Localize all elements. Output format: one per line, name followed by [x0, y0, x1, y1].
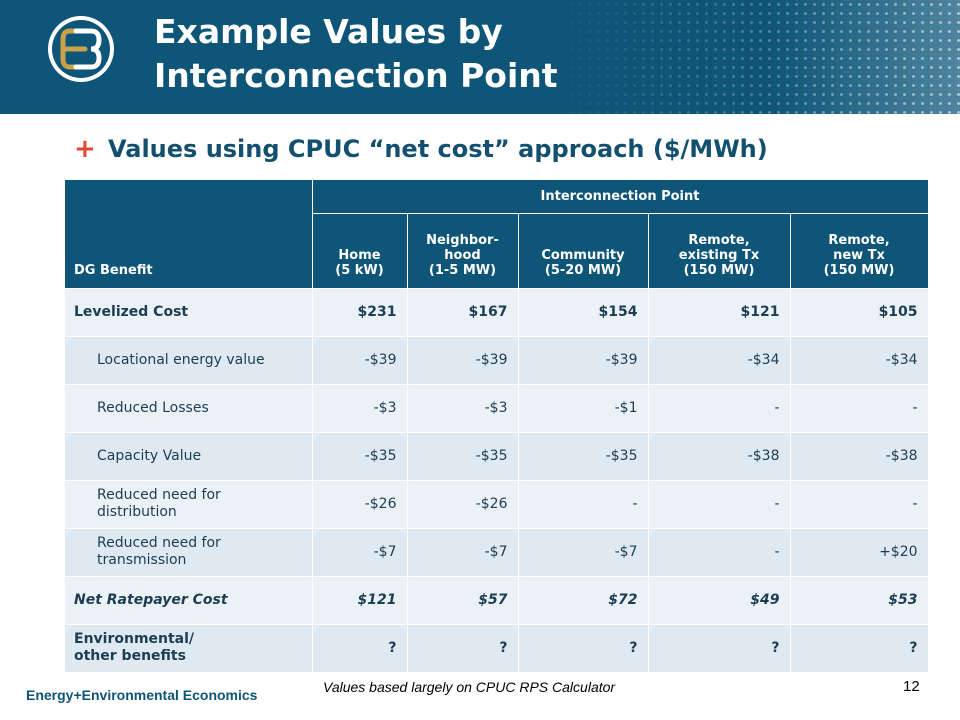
column-header-home: Home (5 kW) — [312, 213, 408, 289]
row-label-line: Reduced need for — [97, 487, 221, 503]
table-cell: $53 — [790, 576, 929, 625]
column-header-line: (1-5 MW) — [428, 262, 497, 278]
table-cell: $121 — [648, 288, 791, 337]
column-header-line: Neighbor- — [426, 232, 499, 248]
table-row-locational-energy-value: Locational energy value -$39 -$39 -$39 -… — [65, 336, 929, 385]
row-label: Environmental/ other benefits — [65, 624, 313, 673]
row-label-line: Environmental/ — [74, 631, 195, 647]
column-header-community: Community (5-20 MW) — [518, 213, 649, 289]
column-header-line: Community — [541, 247, 625, 263]
table-cell: -$39 — [518, 336, 649, 385]
row-label: Capacity Value — [65, 432, 313, 481]
plus-icon: + — [74, 134, 96, 164]
table-cell: $105 — [790, 288, 929, 337]
page-number: 12 — [903, 678, 920, 695]
table-cell: ? — [312, 624, 408, 673]
footer-brand: Energy+Environmental Economics — [26, 687, 258, 703]
table-cell: $57 — [407, 576, 519, 625]
table-cell: -$26 — [312, 480, 408, 529]
title-line-1: Example Values by — [154, 12, 503, 51]
table-row-reduced-losses: Reduced Losses -$3 -$3 -$1 - - — [65, 384, 929, 433]
page-title: Example Values by Interconnection Point — [154, 10, 558, 98]
table-cell: $121 — [312, 576, 408, 625]
table-cell: ? — [407, 624, 519, 673]
table-cell: -$1 — [518, 384, 649, 433]
values-table: DG Benefit Interconnection Point Home (5… — [65, 180, 929, 673]
table-cell: -$39 — [312, 336, 408, 385]
column-header-line: Remote, — [688, 232, 750, 248]
row-label: Reduced need for transmission — [65, 528, 313, 577]
table-row-net-ratepayer-cost: Net Ratepayer Cost $121 $57 $72 $49 $53 — [65, 576, 929, 625]
footer-note: Values based largely on CPUC RPS Calcula… — [323, 679, 616, 695]
table-cell: $72 — [518, 576, 649, 625]
table-cell: -$35 — [518, 432, 649, 481]
column-header-line: Remote, — [828, 232, 890, 248]
table-cell: -$3 — [407, 384, 519, 433]
column-header-line: new Tx — [833, 247, 885, 263]
table-cell: - — [648, 528, 791, 577]
column-header-neighborhood: Neighbor- hood (1-5 MW) — [407, 213, 519, 289]
header-dot-pattern — [540, 0, 960, 114]
e3-logo-icon — [48, 16, 114, 82]
table-row-levelized-cost: Levelized Cost $231 $167 $154 $121 $105 — [65, 288, 929, 337]
table-cell: - — [518, 480, 649, 529]
table-cell: -$39 — [407, 336, 519, 385]
row-label: Levelized Cost — [65, 288, 313, 337]
table-row-reduced-need-transmission: Reduced need for transmission -$7 -$7 -$… — [65, 528, 929, 577]
table-cell: -$3 — [312, 384, 408, 433]
bullet-text: Values using CPUC “net cost” approach ($… — [108, 135, 768, 163]
column-header-remote-new-tx: Remote, new Tx (150 MW) — [790, 213, 929, 289]
column-header-line: (150 MW) — [823, 262, 895, 278]
table-cell: - — [790, 384, 929, 433]
table-cell: - — [648, 480, 791, 529]
table-cell: -$34 — [790, 336, 929, 385]
column-header-line: (5-20 MW) — [544, 262, 622, 278]
table-subheader-row: Home (5 kW) Neighbor- hood (1-5 MW) Comm… — [65, 213, 929, 289]
table-cell: - — [790, 480, 929, 529]
table-cell: $231 — [312, 288, 408, 337]
table-cell: -$38 — [790, 432, 929, 481]
title-line-2: Interconnection Point — [154, 56, 558, 95]
table-cell: $154 — [518, 288, 649, 337]
slide-header: Example Values by Interconnection Point — [0, 0, 960, 114]
table-cell: ? — [518, 624, 649, 673]
row-label-line: Reduced need for — [97, 535, 221, 551]
column-header-line: existing Tx — [678, 247, 760, 263]
table-cell: -$7 — [312, 528, 408, 577]
table-cell: -$35 — [407, 432, 519, 481]
table-cell: +$20 — [790, 528, 929, 577]
row-label: Locational energy value — [65, 336, 313, 385]
table-cell: -$7 — [518, 528, 649, 577]
table-cell: - — [648, 384, 791, 433]
table-cell: ? — [648, 624, 791, 673]
row-label: Reduced Losses — [65, 384, 313, 433]
row-label-line: transmission — [97, 552, 187, 568]
table-cell: $49 — [648, 576, 791, 625]
bullet-row: + Values using CPUC “net cost” approach … — [74, 132, 768, 166]
column-header-line: (150 MW) — [683, 262, 755, 278]
row-label-line: distribution — [97, 504, 177, 520]
column-header-line: (5 kW) — [335, 262, 384, 278]
dg-benefit-header: DG Benefit — [65, 180, 313, 289]
column-header-line: Home — [338, 247, 381, 263]
table-row-capacity-value: Capacity Value -$35 -$35 -$35 -$38 -$38 — [65, 432, 929, 481]
table-cell: -$7 — [407, 528, 519, 577]
column-header-remote-existing-tx: Remote, existing Tx (150 MW) — [648, 213, 791, 289]
row-label-line: other benefits — [74, 648, 186, 664]
table-cell: -$35 — [312, 432, 408, 481]
table-cell: $167 — [407, 288, 519, 337]
table-cell: ? — [790, 624, 929, 673]
row-label: Net Ratepayer Cost — [65, 576, 313, 625]
table-cell: -$34 — [648, 336, 791, 385]
table-cell: -$38 — [648, 432, 791, 481]
table-row-environmental-benefits: Environmental/ other benefits ? ? ? ? ? — [65, 624, 929, 673]
column-header-line: hood — [444, 247, 481, 263]
row-label: Reduced need for distribution — [65, 480, 313, 529]
table-row-reduced-need-distribution: Reduced need for distribution -$26 -$26 … — [65, 480, 929, 529]
table-header-row: DG Benefit Interconnection Point — [65, 180, 929, 289]
table-cell: -$26 — [407, 480, 519, 529]
interconnection-point-header: Interconnection Point — [312, 180, 929, 214]
